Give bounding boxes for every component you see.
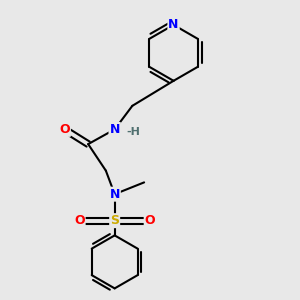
Text: N: N — [168, 18, 179, 32]
Text: O: O — [74, 214, 85, 227]
Text: N: N — [110, 188, 120, 201]
Text: -H: -H — [127, 127, 141, 137]
Text: O: O — [59, 123, 70, 136]
Text: N: N — [110, 123, 120, 136]
Text: S: S — [110, 214, 119, 227]
Text: O: O — [145, 214, 155, 227]
